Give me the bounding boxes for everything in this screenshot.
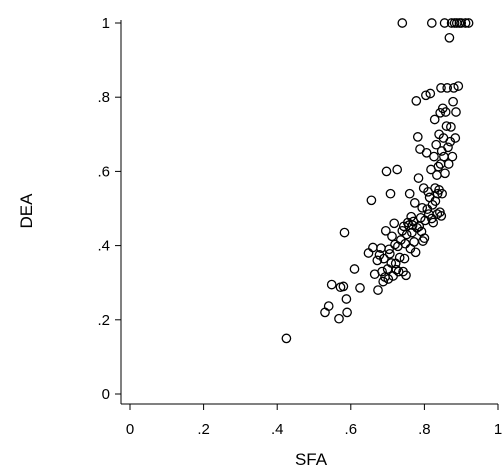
data-point	[381, 166, 392, 177]
x-tick-label: .4	[271, 421, 284, 438]
x-tick-label: .8	[418, 421, 431, 438]
y-axis-title: DEA	[17, 193, 36, 229]
data-point	[436, 83, 446, 93]
data-point	[387, 231, 397, 242]
data-point	[404, 188, 415, 199]
y-tick-label: .6	[97, 163, 110, 180]
data-point	[392, 164, 403, 175]
data-point	[411, 96, 422, 106]
data-point	[393, 266, 404, 277]
data-point	[342, 307, 352, 318]
data-point	[368, 242, 378, 253]
data-point	[355, 283, 365, 293]
y-tick-label: 0	[102, 386, 110, 403]
data-point	[450, 133, 461, 143]
data-point	[339, 227, 350, 238]
data-point	[412, 132, 423, 142]
data-point	[425, 88, 436, 99]
x-tick-label: .2	[197, 421, 210, 438]
data-point	[456, 18, 467, 28]
data-point	[409, 198, 420, 208]
data-point	[437, 188, 447, 199]
data-point	[384, 248, 395, 259]
data-point	[366, 195, 377, 206]
data-point	[463, 18, 474, 28]
data-point	[436, 211, 447, 221]
data-point	[394, 252, 405, 263]
data-point	[380, 225, 391, 236]
y-axis-ticks: 0 .2 .4 .6 .8 1	[97, 15, 121, 403]
data-point	[447, 151, 458, 162]
data-point	[426, 18, 437, 28]
data-point	[422, 204, 433, 215]
data-point	[433, 161, 444, 172]
x-axis-title: SFA	[295, 450, 328, 469]
data-point	[451, 107, 461, 117]
data-point	[391, 264, 402, 275]
data-point	[401, 270, 411, 281]
axes	[120, 20, 498, 405]
data-point	[419, 233, 430, 244]
data-point	[397, 18, 408, 28]
data-point	[407, 227, 417, 238]
data-point	[421, 90, 431, 101]
data-point	[446, 122, 456, 132]
data-point	[326, 279, 337, 290]
data-point	[378, 276, 389, 287]
data-point	[385, 188, 396, 199]
data-point	[440, 107, 451, 117]
data-point	[448, 83, 459, 93]
x-axis-ticks: 0 .2 .4 .6 .8 1	[126, 404, 502, 438]
data-point	[384, 244, 394, 255]
data-point	[281, 333, 292, 344]
data-point	[443, 159, 454, 169]
data-point	[448, 96, 458, 107]
data-point	[429, 151, 439, 162]
data-point	[338, 281, 349, 292]
data-point	[372, 255, 383, 266]
data-point	[363, 248, 374, 258]
data-point	[401, 229, 412, 240]
y-tick-label: .4	[97, 238, 110, 255]
data-point	[349, 264, 360, 274]
data-point	[341, 294, 352, 304]
x-tick-label: 0	[126, 421, 134, 438]
data-point	[444, 32, 455, 43]
data-point	[429, 114, 440, 125]
data-point	[428, 217, 439, 228]
data-point	[400, 238, 411, 249]
data-point	[334, 313, 344, 324]
data-point	[389, 218, 400, 229]
data-point	[417, 202, 428, 213]
data-point	[460, 18, 471, 28]
data-point	[441, 121, 452, 131]
data-point	[440, 168, 450, 179]
data-point	[421, 147, 432, 158]
data-point	[399, 253, 410, 264]
data-point	[453, 81, 464, 91]
data-point	[373, 285, 383, 295]
x-tick-label: .6	[345, 421, 358, 438]
data-point	[409, 237, 419, 247]
data-point	[320, 307, 330, 318]
y-tick-label: 1	[102, 15, 110, 32]
data-point	[439, 18, 450, 28]
data-point	[432, 170, 442, 180]
data-point	[383, 274, 394, 284]
data-point	[386, 258, 397, 268]
y-tick-label: .8	[97, 89, 110, 106]
data-point	[436, 146, 447, 156]
data-point	[323, 301, 334, 311]
data-point	[442, 83, 453, 93]
data-point	[431, 139, 442, 150]
data-point	[410, 247, 421, 258]
data-point	[379, 253, 389, 264]
y-tick-label: .2	[97, 312, 110, 329]
data-point	[413, 173, 424, 183]
x-tick-label: 1	[494, 421, 502, 438]
data-point	[377, 266, 387, 277]
data-points	[281, 18, 474, 344]
data-point	[443, 142, 453, 153]
